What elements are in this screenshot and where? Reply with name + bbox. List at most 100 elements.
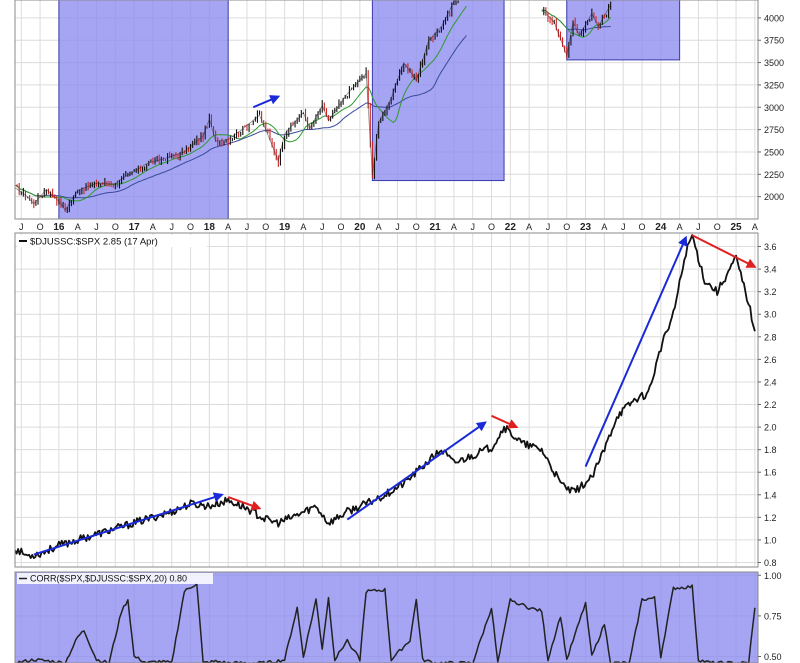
trend-arrow-red-5	[691, 234, 757, 268]
ytick-label: 2.2	[764, 400, 777, 410]
price-arrows	[252, 95, 281, 109]
ytick-label: 3500	[764, 58, 784, 68]
xtick-label: J	[621, 222, 626, 232]
xtick-label: O	[488, 222, 495, 232]
xtick-label: 20	[354, 222, 366, 233]
ytick-label: 3.2	[764, 287, 777, 297]
ytick-label: 1.6	[764, 468, 777, 478]
ytick-label: 4000	[764, 13, 784, 23]
price-ma-long-0	[15, 35, 467, 199]
ytick-label: 3.6	[764, 242, 777, 252]
xtick-label: A	[150, 222, 156, 232]
xtick-label: A	[75, 222, 81, 232]
xtick-label: J	[395, 222, 400, 232]
ratio-panel: $DJUSSC:$SPX 2.85 (17 Apr) 0.8 1.0 1.2 1.4 1…	[14, 232, 777, 568]
ytick-label: 2750	[764, 125, 784, 135]
price-y-axis: 2000 2250 2500 2750 3000 3250 3500 3750 4000	[758, 13, 784, 202]
trend-arrow-red-3	[491, 414, 519, 429]
ytick-label: 1.00	[764, 571, 782, 581]
xtick-label: O	[187, 222, 194, 232]
x-axis: J O 16 A J O 17 A J O 18 A J O 19 A J O 20 A J O 21 A J O 22 A J O 23 A…	[19, 222, 758, 233]
ytick-label: 2.8	[764, 332, 777, 342]
xtick-label: O	[37, 222, 44, 232]
ytick-label: 1.2	[764, 513, 777, 523]
xtick-label: O	[714, 222, 721, 232]
ytick-label: 2000	[764, 192, 784, 202]
ratio-y-axis: 0.8 1.0 1.2 1.4 1.6 1.8 2.0 2.2 2.4 2.6 2.8 3.0 3.2 3…	[758, 242, 777, 568]
trend-arrow-blue-0	[33, 492, 224, 556]
highlight-range-0	[58, 0, 229, 219]
price-ma-short-0	[15, 5, 467, 202]
xtick-label: J	[94, 222, 99, 232]
highlight-range-1	[371, 0, 505, 182]
xtick-label: J	[170, 222, 175, 232]
xtick-label: J	[696, 222, 701, 232]
ratio-grid	[15, 233, 758, 567]
xtick-label: 23	[580, 222, 592, 233]
ytick-label: 1.0	[764, 535, 777, 545]
xtick-label: 18	[204, 222, 216, 233]
price-panel-frame	[14, 0, 759, 220]
xtick-label: A	[677, 222, 683, 232]
ratio-legend-text: $DJUSSC:$SPX 2.85 (17 Apr)	[30, 237, 158, 248]
xtick-label: A	[601, 222, 607, 232]
trend-arrow-blue-2	[346, 421, 487, 521]
ytick-label: 2.6	[764, 355, 777, 365]
corr-panel-frame	[14, 571, 759, 663]
ytick-label: 3250	[764, 80, 784, 90]
corr-legend-bg	[17, 573, 213, 584]
xtick-label: J	[546, 222, 551, 232]
xtick-label: O	[638, 222, 645, 232]
xtick-label: 25	[730, 222, 742, 233]
xtick-label: O	[338, 222, 345, 232]
xtick-label: 21	[430, 222, 442, 233]
xtick-label: O	[563, 222, 570, 232]
corr-panel: CORR($SPX,$DJUSSC:$SPX,20) 0.80 0.50 0.75…	[14, 571, 782, 663]
xtick-label: O	[413, 222, 420, 232]
xtick-label: A	[300, 222, 306, 232]
trend-arrow-red-1	[227, 496, 262, 511]
xtick-label: J	[19, 222, 24, 232]
xtick-label: 24	[655, 222, 667, 233]
ytick-label: 0.50	[764, 652, 782, 662]
xtick-label: 16	[53, 222, 65, 233]
corr-y-axis: 0.50 0.75 1.00	[758, 571, 782, 662]
ytick-label: 0.8	[764, 558, 777, 568]
ytick-label: 3.4	[764, 265, 777, 275]
corr-line	[15, 583, 756, 663]
ytick-label: 3750	[764, 36, 784, 46]
xtick-label: O	[262, 222, 269, 232]
xtick-label: 22	[505, 222, 517, 233]
ytick-label: 0.75	[764, 611, 782, 621]
ytick-label: 2500	[764, 147, 784, 157]
ytick-label: 1.8	[764, 445, 777, 455]
ytick-label: 3000	[764, 103, 784, 113]
ytick-label: 2250	[764, 170, 784, 180]
ytick-label: 2.4	[764, 377, 777, 387]
ratio-arrows	[33, 234, 757, 556]
xtick-label: A	[451, 222, 457, 232]
ratio-legend: $DJUSSC:$SPX 2.85 (17 Apr)	[17, 235, 207, 248]
xtick-label: 19	[279, 222, 291, 233]
xtick-label: A	[752, 222, 758, 232]
corr-legend: CORR($SPX,$DJUSSC:$SPX,20) 0.80	[17, 573, 213, 584]
xtick-label: J	[470, 222, 475, 232]
ratio-legend-bg	[17, 235, 207, 247]
xtick-label: J	[320, 222, 325, 232]
price-line-1	[541, 4, 612, 57]
ytick-label: 3.0	[764, 310, 777, 320]
corr-area-bg	[15, 572, 758, 663]
xtick-label: J	[245, 222, 250, 232]
trend-arrow-blue-4	[584, 235, 688, 467]
ytick-label: 2.0	[764, 423, 777, 433]
trend-arrow-blue-0	[252, 95, 281, 109]
price-line-0	[15, 0, 457, 211]
price-series	[15, 0, 612, 213]
xtick-label: A	[225, 222, 231, 232]
corr-legend-text: CORR($SPX,$DJUSSC:$SPX,20) 0.80	[30, 574, 187, 584]
price-panel: 2000 2250 2500 2750 3000 3250 3500 3750 4000	[14, 0, 784, 220]
ratio-panel-frame	[14, 232, 759, 568]
xtick-label: 17	[129, 222, 141, 233]
xtick-label: O	[112, 222, 119, 232]
